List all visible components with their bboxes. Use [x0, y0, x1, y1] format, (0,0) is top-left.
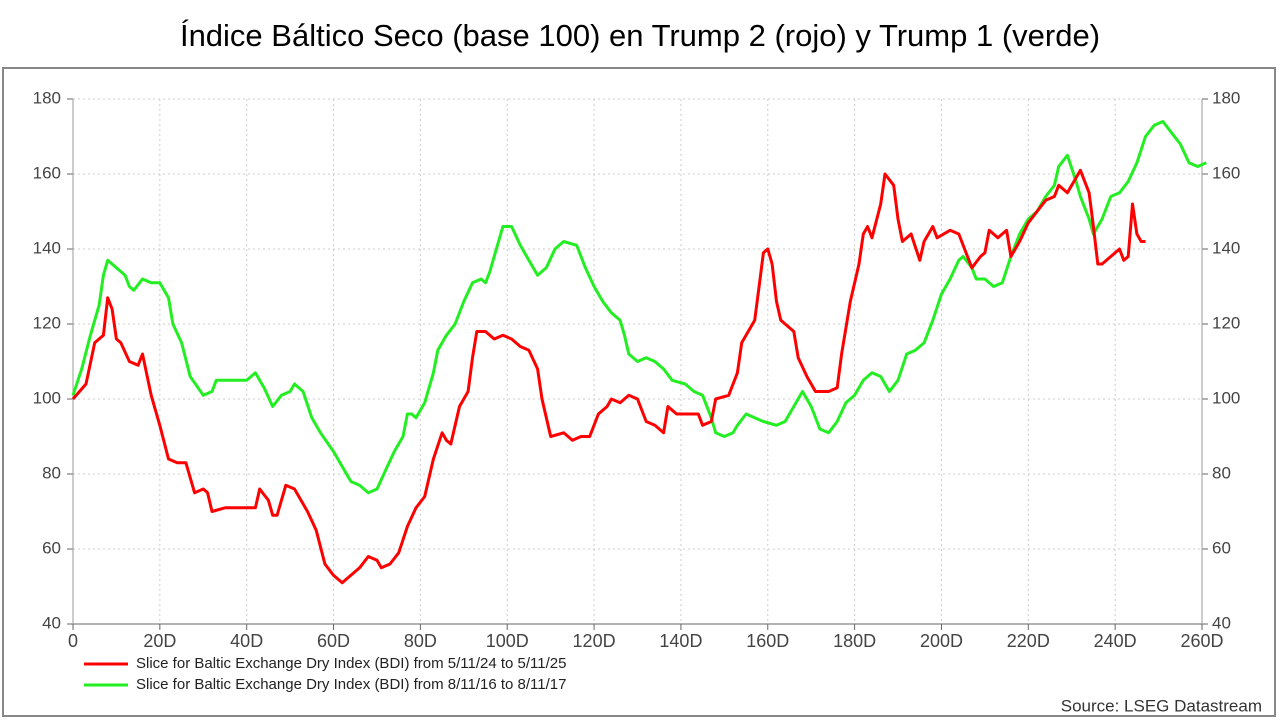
y-tick-label: 60	[42, 538, 61, 557]
legend-label: Slice for Baltic Exchange Dry Index (BDI…	[136, 655, 566, 672]
x-tick-label: 100D	[486, 631, 529, 651]
source: Source: LSEG Datastream	[1061, 696, 1262, 715]
x-tick-label: 140D	[659, 631, 702, 651]
x-tick-label: 20D	[143, 631, 176, 651]
y2-tick-label: 140	[1212, 238, 1240, 257]
x-tick-label: 60D	[317, 631, 350, 651]
y-tick-label: 140	[33, 238, 61, 257]
x-tick-label: 160D	[746, 631, 789, 651]
x-tick-label: 120D	[573, 631, 616, 651]
series-line	[71, 168, 1146, 585]
y2-tick-label: 100	[1212, 388, 1240, 407]
y-tick-label: 100	[33, 388, 61, 407]
y2-tick-label: 160	[1212, 163, 1240, 182]
y-tick-label: 180	[33, 88, 61, 107]
x-tick-label: 200D	[920, 631, 963, 651]
x-tick-label: 40D	[230, 631, 263, 651]
y2-tick-label: 120	[1212, 313, 1240, 332]
x-tick-label: 0	[68, 631, 78, 651]
chart-title: Índice Báltico Seco (base 100) en Trump …	[180, 18, 1100, 53]
y-tick-label: 40	[42, 613, 61, 632]
x-tick-label: 240D	[1094, 631, 1137, 651]
y2-tick-label: 60	[1212, 538, 1231, 557]
x-tick-label: 220D	[1007, 631, 1050, 651]
y2-tick-label: 80	[1212, 463, 1231, 482]
y-tick-label: 120	[33, 313, 61, 332]
y-tick-label: 160	[33, 163, 61, 182]
y2-tick-label: 180	[1212, 88, 1240, 107]
x-tick-label: 180D	[833, 631, 876, 651]
y2-tick-label: 40	[1212, 613, 1231, 632]
series-line	[71, 120, 1207, 495]
x-tick-label: 260D	[1180, 631, 1223, 651]
x-tick-label: 80D	[404, 631, 437, 651]
frame	[2, 67, 1276, 717]
legend-label: Slice for Baltic Exchange Dry Index (BDI…	[136, 676, 566, 693]
y-tick-label: 80	[42, 463, 61, 482]
